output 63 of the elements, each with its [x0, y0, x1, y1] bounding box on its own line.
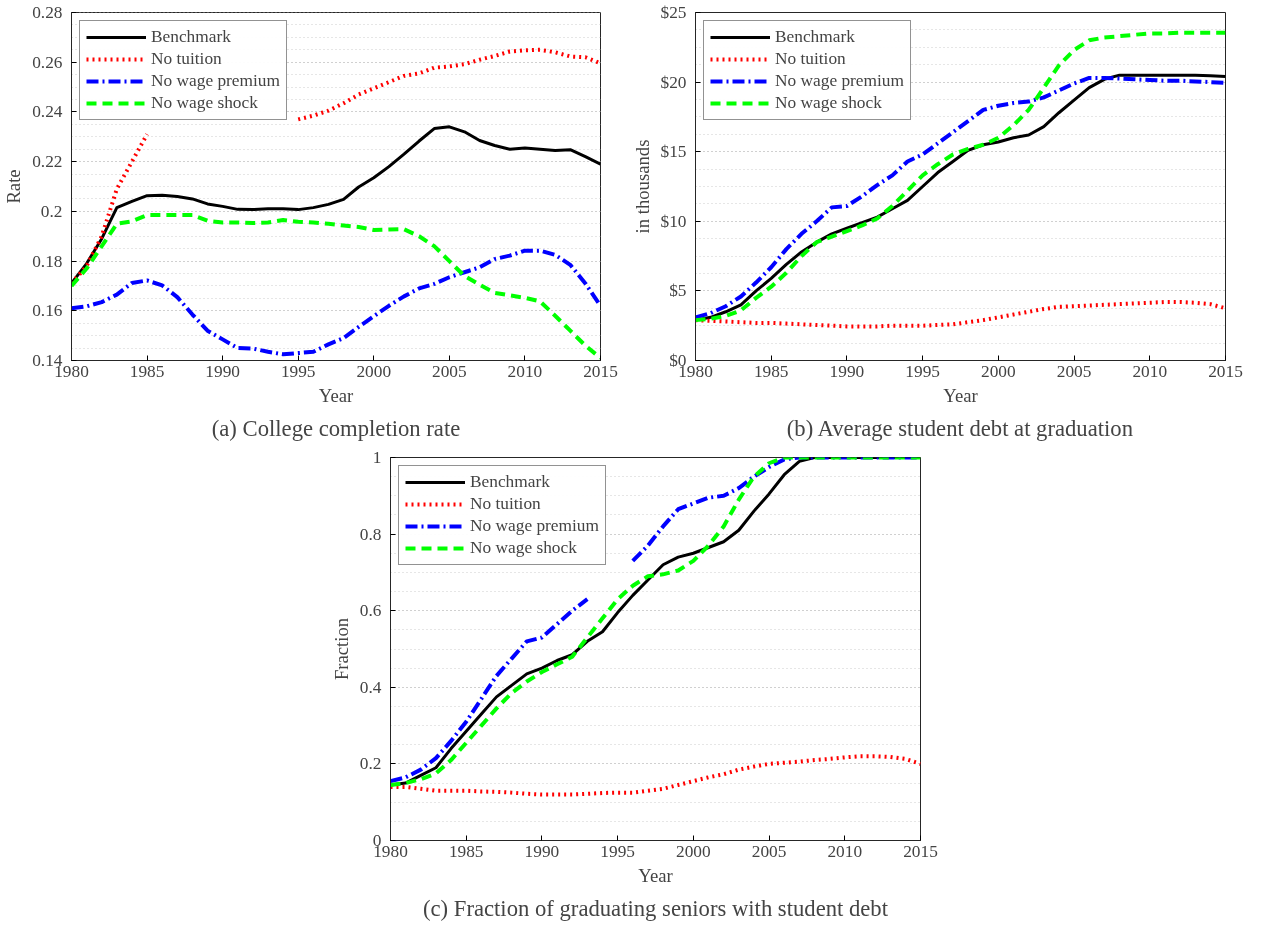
legend-label: No tuition — [151, 49, 222, 69]
legend-label: No wage premium — [775, 71, 904, 91]
y-tick-label: $5 — [669, 281, 687, 301]
legend-label: Benchmark — [151, 27, 231, 47]
y-tick-label: 0.2 — [40, 201, 63, 221]
x-tick-label: 2010 — [507, 361, 543, 381]
text: (c) Fraction of graduating seniors with student debt — [423, 895, 889, 921]
y-tick-label: 0.16 — [32, 301, 63, 321]
legend-label: No wage shock — [775, 93, 882, 113]
y-tick-label: 0.8 — [359, 524, 382, 544]
y-tick-label: 0.22 — [32, 152, 63, 172]
legend-label: No wage premium — [470, 516, 599, 536]
x-tick-label: 2015 — [583, 361, 618, 381]
y-tick-label: 1 — [372, 448, 382, 467]
x-tick-label: 2005 — [432, 361, 467, 381]
y-axis-title: Rate — [3, 169, 25, 204]
y-tick-label: 0.4 — [359, 677, 382, 697]
line-series — [71, 125, 601, 285]
x-tick-label: 2000 — [676, 841, 711, 861]
x-tick-label: 2000 — [981, 361, 1016, 381]
x-axis-title: Year — [943, 384, 979, 406]
x-tick-label: 1990 — [829, 361, 865, 381]
y-tick-label: 0.28 — [32, 3, 63, 22]
x-tick-label: 2000 — [356, 361, 392, 381]
x-axis-title: Year — [638, 864, 674, 886]
x-axis-title: Year — [318, 384, 354, 406]
legend-label: Benchmark — [775, 27, 855, 47]
legend-label: No wage premium — [151, 71, 280, 91]
y-tick-label: $25 — [660, 3, 687, 22]
y-tick-label: 0.24 — [32, 102, 63, 122]
x-tick-label: 1985 — [448, 841, 484, 861]
line-series — [71, 248, 601, 357]
y-tick-label: $10 — [660, 211, 687, 231]
y-tick-label: $15 — [660, 142, 687, 162]
legend-label: Benchmark — [470, 472, 550, 492]
x-tick-label: 2015 — [1208, 361, 1243, 381]
x-tick-label: 1990 — [524, 841, 560, 861]
legend-label: No tuition — [470, 494, 541, 514]
x-tick-label: 1990 — [205, 361, 240, 381]
x-tick-label: 2015 — [903, 841, 938, 861]
x-tick-label: 1995 — [905, 361, 940, 381]
y-axis-title: Fraction — [330, 617, 352, 681]
legend-label: No wage shock — [470, 538, 577, 558]
legend-label: No wage shock — [151, 93, 258, 113]
x-tick-label: 2005 — [1056, 361, 1092, 381]
y-axis-title: in thousands — [631, 139, 653, 234]
x-tick-label: 1985 — [129, 361, 165, 381]
text: (b) Average student debt at graduation — [786, 415, 1133, 441]
x-tick-label: 1985 — [753, 361, 789, 381]
y-tick-label: 0.2 — [359, 754, 382, 774]
x-tick-label: 1995 — [600, 841, 635, 861]
x-tick-label: 2010 — [827, 841, 863, 861]
y-tick-label: 0.6 — [359, 601, 382, 621]
y-tick-label: 0.18 — [32, 251, 63, 271]
y-tick-label: 0.26 — [32, 52, 63, 72]
x-tick-label: 2005 — [751, 841, 787, 861]
legend-label: No tuition — [775, 49, 846, 69]
line-series — [390, 754, 921, 797]
x-tick-label: 2010 — [1132, 361, 1168, 381]
line-series — [695, 30, 1226, 323]
y-tick-label: $20 — [660, 72, 687, 92]
text: (a) College completion rate — [211, 415, 461, 441]
x-tick-label: 1995 — [280, 361, 316, 381]
